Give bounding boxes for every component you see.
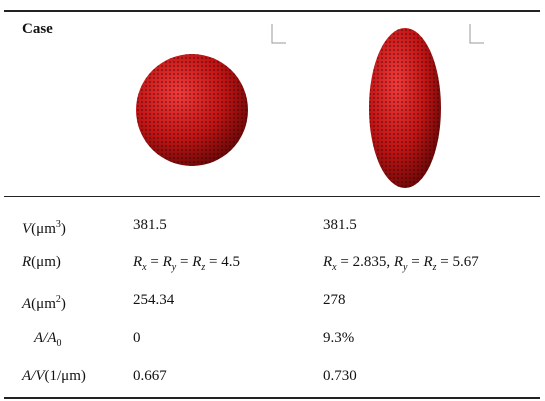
- text-run: V: [35, 368, 44, 384]
- text-run: ): [61, 296, 66, 312]
- cell: 381.5: [133, 216, 167, 234]
- text-run: A: [47, 330, 56, 346]
- text-run: R: [394, 254, 403, 270]
- text-run: R: [423, 254, 432, 270]
- text-run: = 4.5: [205, 254, 240, 270]
- text-run: 0.730: [323, 368, 357, 384]
- page: {"table": { "header": ["Case"], "rows": …: [0, 0, 545, 401]
- case-figures: [0, 0, 545, 200]
- text-run: 0: [57, 338, 62, 349]
- text-run: =: [176, 254, 192, 270]
- cell: 0.730: [323, 367, 357, 385]
- text-run: R: [22, 254, 31, 270]
- text-run: A: [22, 296, 31, 312]
- text-run: (μm): [31, 254, 61, 270]
- text-run: =: [147, 254, 163, 270]
- text-run: R: [192, 254, 201, 270]
- text-run: V: [22, 221, 31, 237]
- cell: 254.34: [133, 291, 174, 309]
- text-run: 254.34: [133, 292, 174, 308]
- text-run: = 2.835,: [337, 254, 394, 270]
- text-run: 9.3%: [323, 330, 354, 346]
- text-run: 0: [133, 330, 141, 346]
- bottom-rule: [4, 397, 540, 399]
- text-run: 278: [323, 292, 346, 308]
- cell: Rx = 2.835, Ry = Rz = 5.67: [323, 253, 479, 277]
- cell: 278: [323, 291, 346, 309]
- header-case: Case: [22, 20, 53, 38]
- text-run: 0.667: [133, 368, 167, 384]
- sphere: [136, 54, 248, 166]
- text-run: (1/μm): [45, 368, 86, 384]
- ellipsoid: [369, 28, 441, 188]
- text-run: 381.5: [133, 217, 167, 233]
- text-run: 381.5: [323, 217, 357, 233]
- text-run: R: [323, 254, 332, 270]
- text-run: =: [407, 254, 423, 270]
- text-run: (μm: [31, 296, 56, 312]
- row-label: V(μm3): [22, 216, 66, 238]
- text-run: ): [61, 221, 66, 237]
- cell: 0.667: [133, 367, 167, 385]
- text-run: R: [133, 254, 142, 270]
- text-run: A: [34, 330, 43, 346]
- text-run: A: [22, 368, 31, 384]
- cell: 381.5: [323, 216, 357, 234]
- axis-icon: [272, 24, 484, 43]
- cell: 0: [133, 329, 141, 347]
- row-label: A(μm2): [22, 291, 66, 313]
- text-run: R: [163, 254, 172, 270]
- text-run: = 5.67: [437, 254, 479, 270]
- row-label: R(μm): [22, 253, 61, 271]
- row-label: A/V(1/μm): [22, 367, 86, 385]
- text-run: (μm: [31, 221, 56, 237]
- cell: Rx = Ry = Rz = 4.5: [133, 253, 240, 277]
- row-label: A/A0: [34, 329, 62, 353]
- cell: 9.3%: [323, 329, 354, 347]
